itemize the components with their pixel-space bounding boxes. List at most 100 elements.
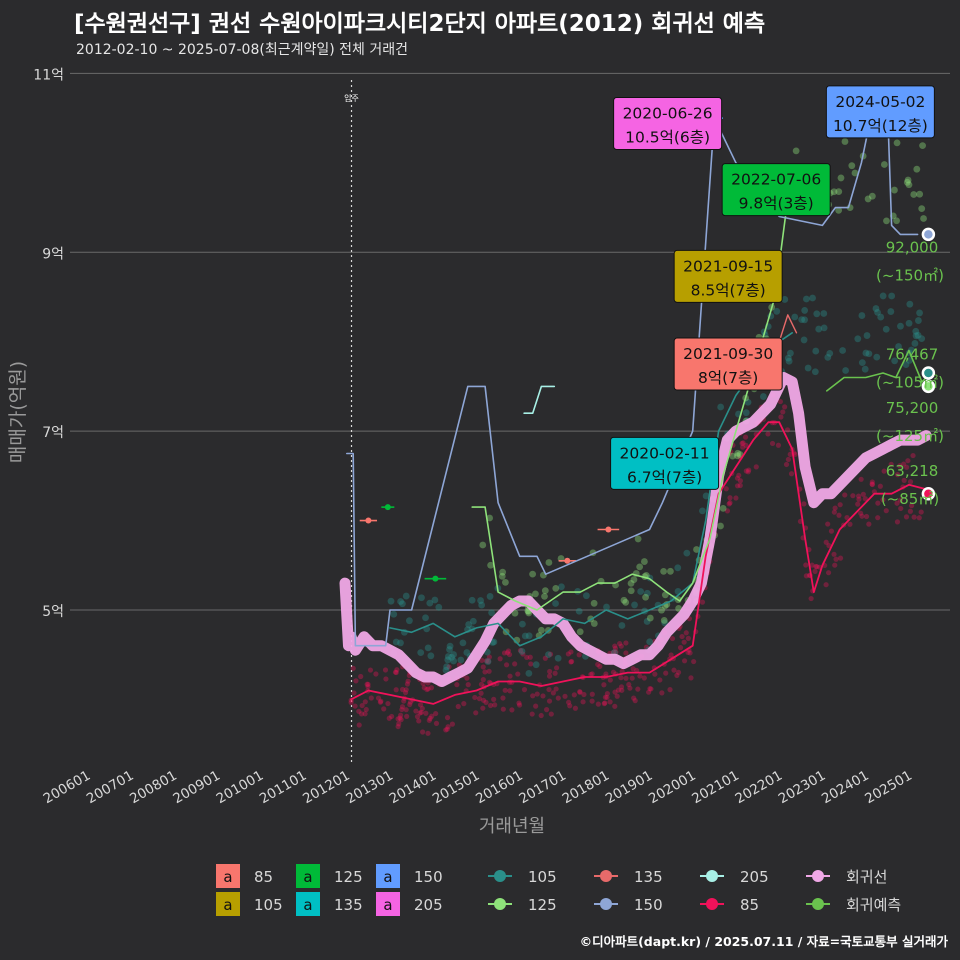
scatter-point <box>631 695 637 701</box>
scatter-point <box>791 313 799 321</box>
annotation-date: 2024-05-02 <box>835 93 925 111</box>
x-tick-label: 201401 <box>387 768 440 808</box>
scatter-point <box>837 555 844 561</box>
scatter-point <box>576 628 584 636</box>
scatter-point <box>802 295 810 303</box>
x-tick-label: 201301 <box>343 768 396 808</box>
scatter-point <box>858 510 864 516</box>
x-tick-label: 202201 <box>733 768 786 808</box>
scatter-point <box>743 442 749 448</box>
scatter-point <box>874 308 881 316</box>
chart-subtitle: 2012-02-10 ~ 2025-07-08(최근계약일) 전체 거래건 <box>76 42 408 58</box>
scatter-point <box>903 178 911 186</box>
scatter-point <box>425 686 431 692</box>
scatter-point <box>358 673 364 680</box>
scatter-point <box>858 359 866 366</box>
scatter-point <box>381 706 387 712</box>
scatter-point <box>353 678 359 684</box>
scatter-point <box>765 431 771 437</box>
scatter-point <box>910 191 918 198</box>
legend-swatch-150 <box>376 864 400 888</box>
scatter-point <box>565 651 571 657</box>
scatter-point <box>547 668 553 675</box>
scatter-point <box>910 452 916 459</box>
scatter-point <box>612 689 618 695</box>
scatter-point <box>907 479 914 485</box>
scatter-point <box>646 638 654 646</box>
legend-label: 85 <box>254 868 273 886</box>
scatter-point <box>385 700 391 707</box>
scatter-point <box>894 472 901 478</box>
scatter-point <box>837 174 845 182</box>
legend-dot <box>706 898 718 910</box>
scatter-point <box>820 310 828 317</box>
scatter-point <box>872 305 880 312</box>
scatter-point <box>383 676 389 682</box>
end-point-marker <box>921 366 936 380</box>
scatter-point <box>897 463 903 469</box>
scatter-point <box>699 599 706 605</box>
scatter-point <box>363 706 369 713</box>
scatter-point <box>491 696 497 702</box>
scatter-point <box>547 651 554 657</box>
scatter-point <box>637 673 643 679</box>
scatter-point <box>778 414 784 420</box>
scatter-point <box>396 721 402 727</box>
scatter-point <box>389 713 395 720</box>
scatter-point <box>393 669 399 676</box>
scatter-point <box>504 650 511 656</box>
scatter-point <box>407 701 413 708</box>
scatter-point <box>417 649 425 657</box>
scatter-point <box>520 651 526 657</box>
x-axis-title: 거래년월 <box>479 816 545 837</box>
legend-dot <box>494 870 506 882</box>
forecast-area: (~105㎡) <box>876 374 944 392</box>
scatter-point <box>356 708 362 714</box>
scatter-point <box>500 706 506 712</box>
scatter-point <box>681 658 688 664</box>
legend-glyph: a <box>383 896 392 914</box>
scatter-point <box>429 713 435 719</box>
scatter-point <box>507 688 513 694</box>
legend-dot <box>494 898 506 910</box>
scatter-point <box>848 162 856 170</box>
scatter-point <box>880 161 888 168</box>
scatter-point <box>842 492 848 498</box>
end-point-marker <box>921 486 936 501</box>
annotation-date: 2021-09-15 <box>683 257 773 275</box>
scatter-point <box>525 609 533 617</box>
scatter-point <box>541 592 548 600</box>
scatter-point <box>449 721 456 727</box>
scatter-point <box>443 663 451 671</box>
scatter-point <box>727 500 733 506</box>
scatter-point <box>502 578 509 586</box>
scatter-point <box>699 507 706 515</box>
scatter-point <box>527 654 533 660</box>
series-line-line_125 <box>471 179 806 611</box>
scatter-point <box>887 308 895 315</box>
scatter-point <box>487 702 494 709</box>
scatter-point <box>521 632 529 640</box>
scatter-point <box>835 188 843 196</box>
scatter-point <box>603 671 609 677</box>
scatter-point <box>478 681 485 687</box>
scatter-point <box>809 294 816 302</box>
scatter-point <box>427 715 433 721</box>
scatter-point <box>405 678 411 684</box>
scatter-point <box>601 682 607 688</box>
scatter-point <box>914 331 922 339</box>
scatter-point <box>869 479 875 485</box>
scatter-point <box>906 357 913 364</box>
annotation-date: 2020-06-26 <box>623 104 713 122</box>
legend-label: 205 <box>414 896 443 914</box>
scatter-point <box>918 205 926 213</box>
legend-dot <box>706 870 718 882</box>
scatter-point <box>913 165 921 173</box>
scatter-point <box>589 671 595 677</box>
scatter-point <box>618 622 626 629</box>
scatter-point <box>542 655 548 661</box>
legend-dot <box>812 898 824 910</box>
scatter-point <box>373 671 379 677</box>
scatter-point <box>911 514 917 520</box>
series-layer <box>339 99 932 705</box>
